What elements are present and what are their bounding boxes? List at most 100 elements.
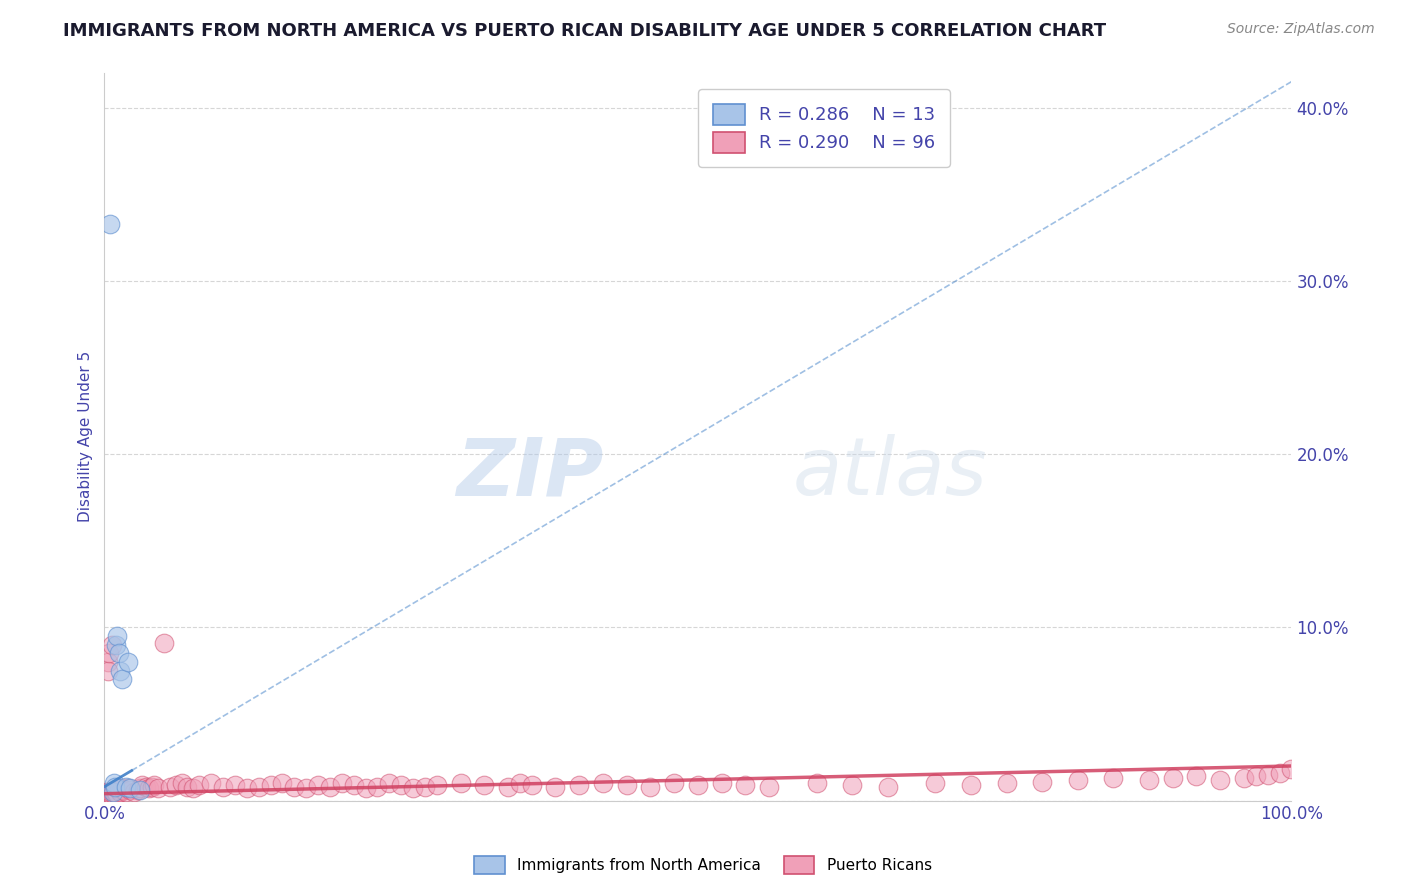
Point <box>1137 772 1160 787</box>
Point <box>104 789 127 803</box>
Point <box>103 776 125 790</box>
Legend: R = 0.286    N = 13, R = 0.290    N = 96: R = 0.286 N = 13, R = 0.290 N = 96 <box>699 89 950 167</box>
Point <box>98 646 121 660</box>
Legend: Immigrants from North America, Puerto Ricans: Immigrants from North America, Puerto Ri… <box>468 850 938 880</box>
Point <box>330 776 353 790</box>
Point <box>509 776 531 790</box>
Point <box>1268 765 1291 780</box>
Point <box>101 787 124 801</box>
Point <box>103 785 125 799</box>
Point <box>307 778 329 792</box>
Text: Source: ZipAtlas.com: Source: ZipAtlas.com <box>1227 22 1375 37</box>
Point <box>319 780 342 794</box>
Point <box>98 217 121 231</box>
Point <box>98 789 121 803</box>
Point <box>96 789 118 803</box>
Point <box>152 636 174 650</box>
Point <box>259 778 281 792</box>
Point <box>734 778 756 792</box>
Point <box>159 780 181 794</box>
Point <box>496 780 519 794</box>
Point <box>98 785 121 799</box>
Point <box>686 778 709 792</box>
Point <box>94 785 117 799</box>
Point <box>354 781 377 796</box>
Y-axis label: Disability Age Under 5: Disability Age Under 5 <box>79 351 93 523</box>
Point <box>1102 771 1125 785</box>
Point <box>111 673 134 687</box>
Text: ZIP: ZIP <box>456 434 603 512</box>
Text: IMMIGRANTS FROM NORTH AMERICA VS PUERTO RICAN DISABILITY AGE UNDER 5 CORRELATION: IMMIGRANTS FROM NORTH AMERICA VS PUERTO … <box>63 22 1107 40</box>
Point <box>97 789 120 803</box>
Point <box>183 781 205 796</box>
Point <box>236 781 259 796</box>
Point <box>105 785 128 799</box>
Point <box>960 778 983 792</box>
Point <box>616 778 638 792</box>
Point <box>108 664 131 678</box>
Point <box>544 780 567 794</box>
Point <box>122 785 145 799</box>
Point <box>1233 771 1256 785</box>
Point <box>131 778 153 792</box>
Point <box>105 787 128 801</box>
Point <box>176 780 198 794</box>
Point <box>104 780 127 794</box>
Point <box>114 785 136 799</box>
Point <box>107 629 129 643</box>
Point <box>295 781 318 796</box>
Point <box>111 781 134 796</box>
Point <box>247 780 270 794</box>
Point <box>472 778 495 792</box>
Point <box>107 646 129 660</box>
Point <box>271 776 294 790</box>
Point <box>105 638 128 652</box>
Point <box>1161 771 1184 785</box>
Point <box>568 778 591 792</box>
Point <box>97 785 120 799</box>
Point <box>129 783 152 797</box>
Point <box>758 780 780 794</box>
Point <box>117 655 139 669</box>
Point <box>98 787 121 801</box>
Point <box>114 780 136 794</box>
Point <box>283 780 305 794</box>
Point <box>97 655 120 669</box>
Point <box>1185 769 1208 783</box>
Point <box>129 781 152 796</box>
Point <box>366 780 388 794</box>
Point <box>107 783 129 797</box>
Point <box>710 776 733 790</box>
Point <box>592 776 614 790</box>
Point <box>141 780 163 794</box>
Point <box>995 776 1018 790</box>
Point <box>212 780 235 794</box>
Point <box>108 785 131 799</box>
Point <box>112 783 135 797</box>
Point <box>200 776 222 790</box>
Point <box>841 778 863 792</box>
Point <box>1209 772 1232 787</box>
Point <box>1031 774 1053 789</box>
Point <box>188 778 211 792</box>
Point <box>120 783 142 797</box>
Point <box>98 787 121 801</box>
Point <box>402 781 425 796</box>
Point <box>100 789 122 803</box>
Point <box>876 780 898 794</box>
Point <box>640 780 662 794</box>
Point <box>96 787 118 801</box>
Point <box>520 778 543 792</box>
Point <box>97 664 120 678</box>
Point <box>224 778 246 792</box>
Point <box>100 638 122 652</box>
Text: atlas: atlas <box>793 434 987 512</box>
Point <box>1067 772 1090 787</box>
Point <box>426 778 449 792</box>
Point <box>138 781 160 796</box>
Point <box>170 776 193 790</box>
Point <box>143 778 166 792</box>
Point <box>120 781 142 796</box>
Point <box>117 781 139 796</box>
Point <box>450 776 472 790</box>
